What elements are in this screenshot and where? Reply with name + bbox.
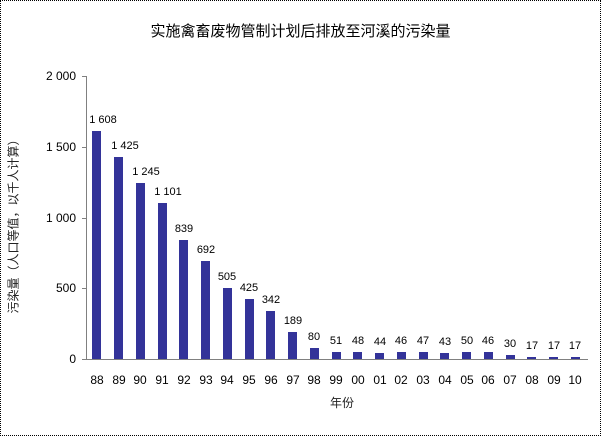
x-tick-label: 08: [525, 373, 539, 387]
bar: [397, 352, 406, 359]
bar: [310, 348, 319, 359]
value-label: 17: [547, 340, 561, 352]
x-tick-label: 02: [394, 373, 408, 387]
value-label: 1 101: [154, 186, 182, 198]
x-tick-label: 04: [438, 373, 452, 387]
bar: [462, 352, 471, 359]
value-label: 692: [196, 244, 216, 256]
y-axis-label: 污染量（人口等值，以千人计算）: [6, 133, 21, 314]
value-label: 1 245: [132, 166, 160, 178]
x-tick-label: 88: [90, 373, 104, 387]
bar: [440, 353, 449, 359]
bar: [158, 203, 167, 359]
bar: [419, 352, 428, 359]
x-tick-label: 94: [220, 373, 234, 387]
y-tick-label: 1 500: [45, 140, 76, 154]
x-tick-label: 09: [547, 373, 561, 387]
x-tick-label: 90: [133, 373, 147, 387]
value-label: 17: [568, 340, 582, 352]
value-label: 46: [481, 335, 495, 347]
x-axis-label: 年份: [329, 396, 354, 410]
bar: [375, 353, 384, 359]
value-label: 1 425: [111, 140, 139, 152]
value-label: 51: [329, 335, 343, 347]
x-axis: [86, 359, 588, 360]
y-tick-label: 1 000: [45, 211, 76, 225]
x-tick-label: 03: [416, 373, 430, 387]
y-tick-label: 2 000: [45, 69, 76, 83]
bar: [223, 288, 232, 359]
y-tick: [82, 359, 86, 360]
value-label: 50: [460, 335, 474, 347]
chart-title: 实施禽畜废物管制计划后排放至河溪的污染量: [150, 22, 451, 40]
value-label: 425: [239, 282, 259, 294]
value-label: 30: [503, 338, 517, 350]
value-label: 80: [307, 331, 321, 343]
x-tick-label: 93: [199, 373, 213, 387]
value-label: 44: [373, 336, 387, 348]
y-tick-label: 500: [55, 281, 76, 295]
value-label: 1 608: [89, 114, 117, 126]
value-label: 43: [438, 336, 452, 348]
y-tick: [82, 288, 86, 289]
x-tick-label: 07: [503, 373, 517, 387]
y-tick: [82, 147, 86, 148]
value-label: 46: [394, 335, 408, 347]
y-tick-label: 0: [69, 352, 76, 366]
x-tick-label: 05: [460, 373, 474, 387]
x-tick-label: 01: [373, 373, 387, 387]
x-tick-label: 06: [481, 373, 495, 387]
bar: [136, 183, 145, 359]
bar: [114, 157, 123, 359]
x-tick-label: 98: [307, 373, 321, 387]
x-tick-label: 95: [242, 373, 256, 387]
x-tick-label: 91: [155, 373, 169, 387]
bar: [353, 352, 362, 359]
x-tick-label: 97: [286, 373, 300, 387]
x-tick-label: 96: [264, 373, 278, 387]
x-tick-label: 99: [329, 373, 343, 387]
x-tick-label: 10: [568, 373, 582, 387]
bar: [506, 355, 515, 359]
value-label: 839: [174, 223, 194, 235]
value-label: 47: [416, 335, 430, 347]
bar: [245, 299, 254, 359]
bar: [92, 131, 101, 359]
bar: [571, 357, 580, 359]
x-tick-label: 92: [177, 373, 191, 387]
value-label: 17: [525, 340, 539, 352]
y-axis: [86, 76, 87, 360]
value-label: 505: [217, 271, 237, 283]
bar: [332, 352, 341, 359]
bar: [266, 311, 275, 359]
y-tick: [82, 76, 86, 77]
bar: [288, 332, 297, 359]
value-label: 342: [261, 294, 281, 306]
x-tick-label: 00: [351, 373, 365, 387]
bar: [527, 357, 536, 359]
bar: [484, 352, 493, 359]
value-label: 48: [351, 335, 365, 347]
bar: [201, 261, 210, 359]
bar: [179, 240, 188, 359]
bar: [549, 357, 558, 359]
y-tick: [82, 218, 86, 219]
value-label: 189: [283, 315, 303, 327]
x-tick-label: 89: [112, 373, 126, 387]
